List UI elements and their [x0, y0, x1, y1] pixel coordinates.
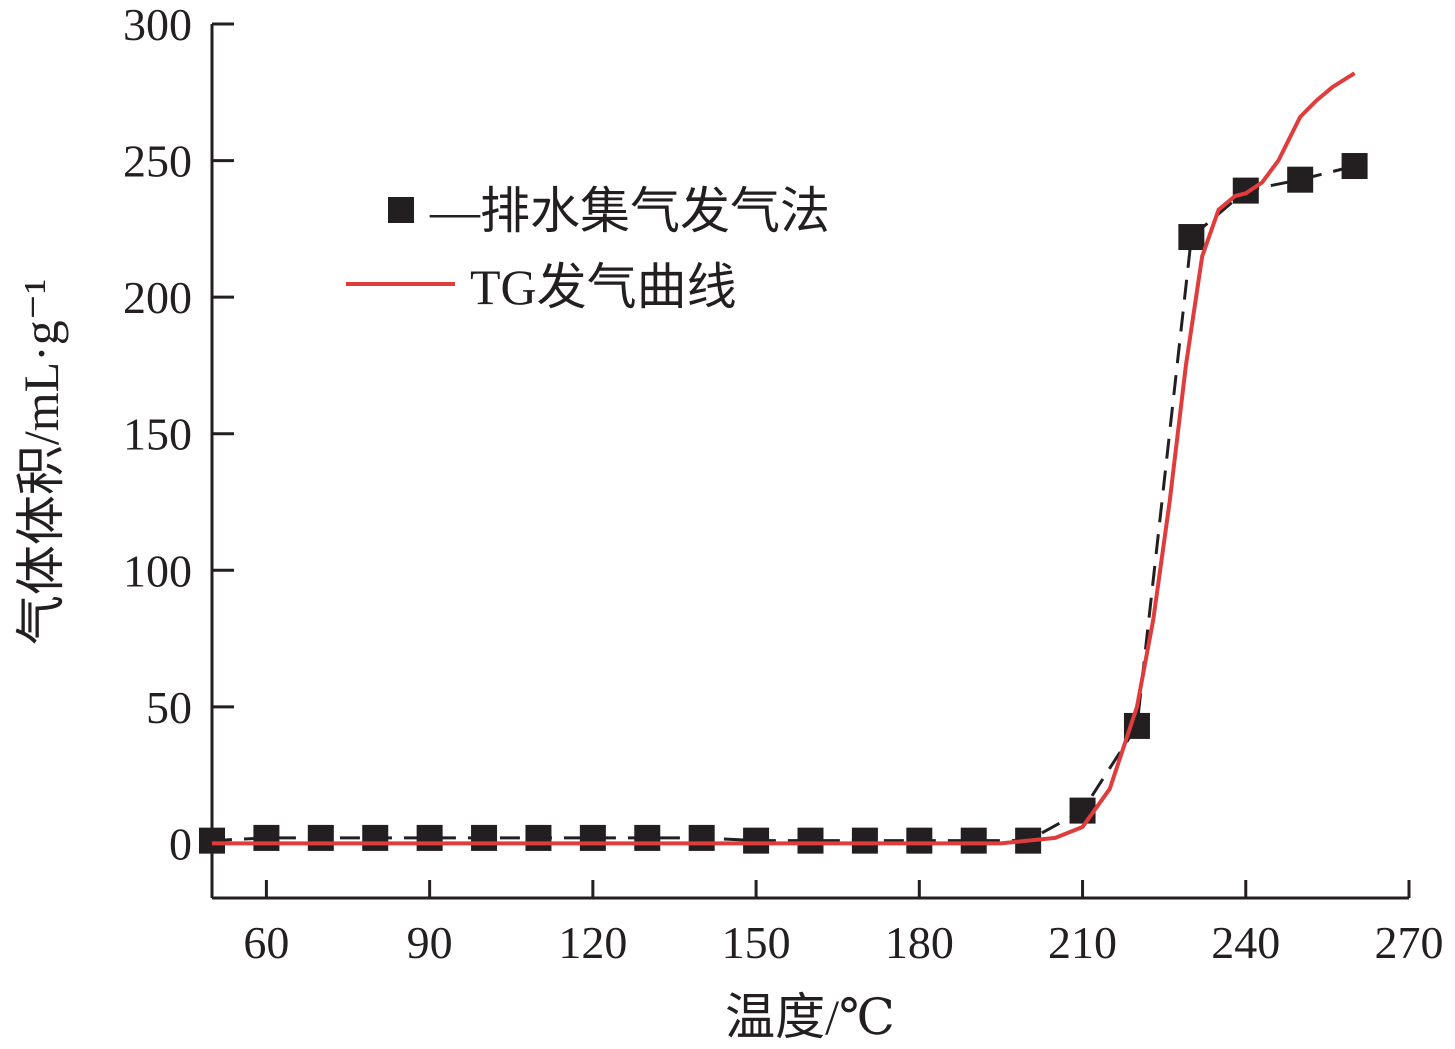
legend-label-series-1: —排水集气发气法: [429, 183, 830, 239]
y-tick-label: 50: [146, 682, 192, 733]
y-axis-title: 气体体积/mL·g⁻¹: [13, 279, 69, 645]
x-axis-title: 温度/℃: [725, 989, 895, 1045]
y-ticks: 0 50 100 150 200 250 300: [123, 0, 234, 869]
x-tick-label: 60: [243, 917, 289, 968]
series-1-point: [362, 824, 389, 851]
series-1-point: [1287, 166, 1314, 193]
series-1-point: [579, 824, 606, 851]
legend-marker-square: [388, 197, 414, 223]
axes: 0 50 100 150 200 250 300 60 90 120 150 180 210 240 27…: [123, 0, 1444, 968]
y-tick-label: 200: [123, 272, 192, 323]
x-tick-label: 150: [722, 917, 791, 968]
y-tick-label: 300: [123, 0, 192, 50]
series-1-point: [525, 824, 552, 851]
series-1-point: [253, 824, 280, 851]
series-1-point: [416, 824, 443, 851]
series-1-point: [199, 827, 225, 854]
series-1-line: [211, 164, 1355, 843]
y-tick-label: 100: [123, 545, 192, 596]
series-1-point: [851, 827, 878, 854]
y-tick-label: 150: [123, 409, 192, 460]
y-tick-label: 250: [123, 136, 192, 187]
legend: —排水集气发气法 TG发气曲线: [346, 183, 830, 315]
plot-area: [199, 71, 1368, 854]
series-1-point: [471, 824, 498, 851]
series-1-point: [1341, 153, 1368, 180]
x-tick-label: 120: [558, 917, 627, 968]
series-1-point: [1069, 797, 1096, 824]
x-tick-label: 180: [885, 917, 954, 968]
x-tick-label: 270: [1375, 917, 1444, 968]
series-1-point: [960, 827, 987, 854]
y-tick-label: 0: [169, 818, 192, 869]
x-ticks: 60 90 120 150 180 210 240 270: [243, 880, 1444, 968]
series-1-point: [1178, 224, 1205, 251]
series-2-line: [212, 71, 1356, 846]
series-1-point: [906, 827, 933, 854]
series-1-point: [634, 824, 661, 851]
series-1-point: [688, 824, 715, 851]
series-1-point: [743, 827, 770, 854]
series-1-point: [307, 824, 334, 851]
x-tick-label: 240: [1211, 917, 1280, 968]
x-tick-label: 90: [407, 917, 453, 968]
series-1-point: [1232, 177, 1259, 204]
series-1-point: [797, 827, 824, 854]
x-tick-label: 210: [1048, 917, 1117, 968]
legend-label-series-2: TG发气曲线: [470, 259, 737, 315]
